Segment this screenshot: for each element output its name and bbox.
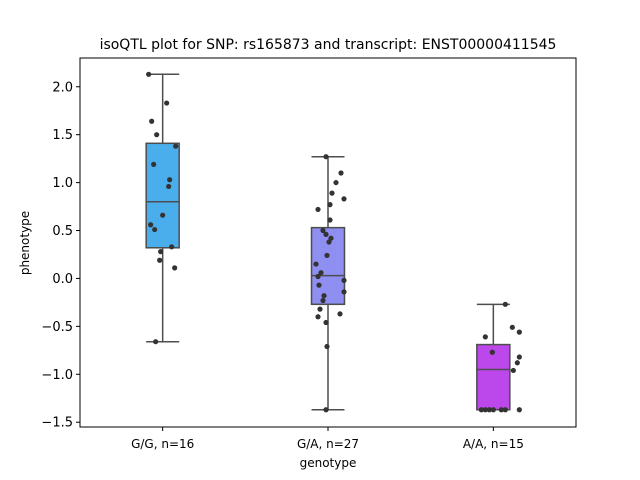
data-point — [148, 222, 154, 228]
data-point — [320, 297, 326, 304]
x-tick-label: G/G, n=16 — [131, 437, 194, 451]
data-point — [323, 231, 329, 237]
data-point — [327, 202, 333, 208]
data-point — [333, 179, 339, 186]
data-point — [478, 407, 484, 413]
data-point — [164, 100, 170, 106]
data-point — [516, 354, 522, 360]
data-point — [341, 289, 347, 295]
data-point — [510, 367, 516, 374]
data-point — [338, 170, 344, 176]
data-point — [516, 329, 522, 335]
data-point — [502, 301, 508, 307]
data-point — [502, 407, 508, 413]
data-point — [323, 319, 329, 326]
data-point — [151, 161, 157, 167]
x-tick-label: A/A, n=15 — [463, 437, 524, 451]
data-point — [482, 407, 488, 413]
data-point — [313, 261, 319, 267]
data-point — [341, 277, 347, 283]
data-point — [146, 71, 152, 77]
data-point — [315, 273, 321, 280]
data-point — [324, 252, 330, 259]
y-tick-label: 2.0 — [52, 80, 73, 95]
y-tick-label: 1.0 — [52, 176, 73, 191]
chart-title: isoQTL plot for SNP: rs165873 and transc… — [100, 37, 557, 53]
y-tick-label: −1.5 — [41, 416, 73, 431]
data-point — [327, 217, 333, 223]
data-point — [514, 360, 520, 366]
data-point — [482, 334, 488, 340]
y-tick-label: 0.5 — [52, 224, 73, 239]
data-point — [337, 311, 343, 317]
y-tick-label: −1.0 — [41, 368, 73, 383]
data-point — [317, 306, 323, 312]
data-point — [154, 132, 160, 138]
y-tick-label: 1.5 — [52, 128, 73, 143]
data-point — [486, 407, 492, 413]
x-tick-label: G/A, n=27 — [297, 437, 359, 451]
data-point — [149, 118, 155, 124]
data-point — [315, 314, 321, 320]
y-tick-label: −0.5 — [41, 320, 73, 335]
data-point — [498, 407, 504, 413]
box-1 — [145, 73, 180, 343]
points-layer — [146, 71, 522, 413]
data-point — [166, 183, 172, 190]
data-point — [516, 407, 522, 413]
data-point — [152, 226, 158, 233]
data-point — [169, 244, 175, 250]
data-point — [324, 343, 330, 350]
data-point — [157, 257, 163, 263]
data-point — [158, 249, 164, 255]
y-axis: −1.5 −1.0 −0.5 0.0 0.5 1.0 1.5 2.0 — [41, 80, 80, 431]
x-axis-label: genotype — [300, 456, 357, 470]
data-point — [160, 212, 166, 218]
data-point — [328, 235, 334, 241]
data-point — [153, 339, 159, 345]
x-axis: G/G, n=16 G/A, n=27 A/A, n=15 — [131, 427, 524, 451]
y-tick-label: 0.0 — [52, 272, 73, 287]
data-point — [167, 177, 173, 183]
data-point — [315, 206, 321, 213]
data-point — [490, 407, 496, 413]
data-point — [316, 282, 322, 288]
data-point — [326, 239, 332, 245]
data-point — [173, 143, 179, 149]
data-point — [318, 270, 324, 276]
data-point — [323, 407, 329, 413]
data-point — [320, 227, 326, 234]
data-point — [172, 265, 178, 271]
data-point — [329, 190, 335, 196]
data-point — [321, 293, 327, 299]
data-point — [341, 196, 347, 202]
data-point — [509, 324, 515, 330]
data-point — [489, 349, 495, 355]
y-axis-label: phenotype — [18, 211, 32, 275]
box-iqr — [145, 142, 180, 249]
data-point — [323, 154, 329, 160]
